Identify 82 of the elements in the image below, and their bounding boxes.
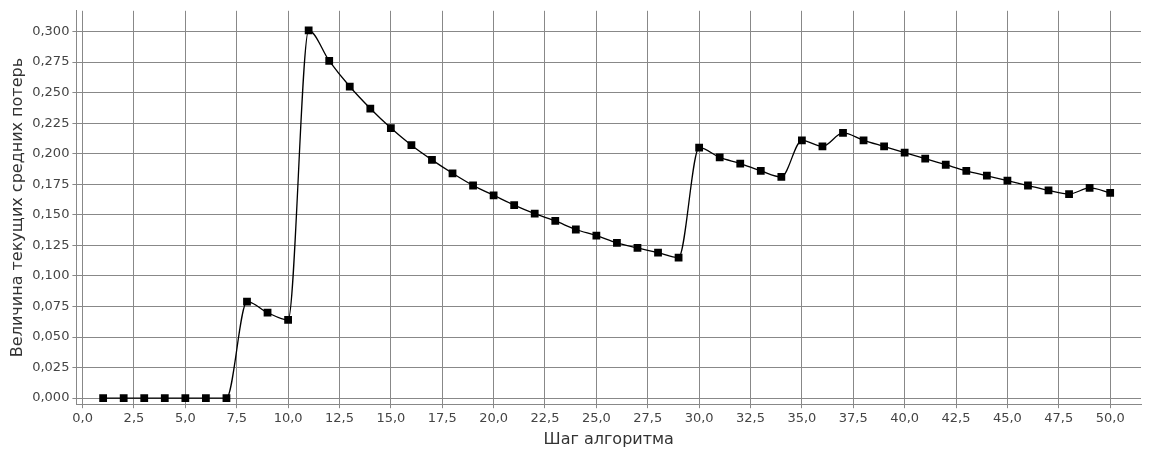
point xyxy=(756,166,765,175)
x-tick-label: 27,5 xyxy=(633,410,663,426)
point xyxy=(304,26,313,35)
x-tick-label: 2,5 xyxy=(123,410,145,426)
y-tick-label: 0,150 xyxy=(32,206,70,222)
point xyxy=(407,141,416,150)
point xyxy=(386,124,395,132)
point xyxy=(633,243,642,252)
point xyxy=(202,394,210,402)
point xyxy=(654,248,662,257)
x-tick-label: 25,0 xyxy=(581,410,611,426)
x-tick-label: 32,5 xyxy=(736,410,765,426)
point xyxy=(962,166,971,175)
x-tick-label: 15,0 xyxy=(376,410,406,426)
point xyxy=(1003,176,1012,185)
y-tick-label: 0,000 xyxy=(32,389,70,405)
x-tick-label: 40,0 xyxy=(890,410,920,426)
x-tick-label: 10,0 xyxy=(273,410,303,426)
point xyxy=(859,136,868,145)
x-tick-label: 22,5 xyxy=(530,410,560,426)
y-tick-label: 0,125 xyxy=(32,236,70,252)
point xyxy=(160,394,169,402)
point xyxy=(1085,184,1094,192)
x-tick-label: 50,0 xyxy=(1095,410,1125,426)
point xyxy=(613,239,621,247)
x-tick-label: 37,5 xyxy=(838,410,868,426)
x-tick-label: 17,5 xyxy=(427,410,457,426)
point xyxy=(140,394,149,402)
y-tick-label: 0,275 xyxy=(32,53,70,69)
point xyxy=(1106,188,1115,197)
y-tick-label: 0,225 xyxy=(32,114,70,130)
point xyxy=(1065,190,1073,198)
point xyxy=(448,169,457,178)
x-axis-title: Шаг алгоритма xyxy=(543,428,674,448)
point xyxy=(900,148,909,157)
x-tick-label: 45,0 xyxy=(992,410,1022,426)
x-tick-label: 20,0 xyxy=(479,410,509,426)
x-tick-label: 42,5 xyxy=(941,410,971,426)
point xyxy=(345,82,354,91)
y-tick-label: 0,075 xyxy=(32,297,70,313)
y-tick-label: 0,100 xyxy=(32,267,70,283)
x-tick-label: 7,5 xyxy=(226,410,248,426)
point xyxy=(715,153,724,162)
point xyxy=(1024,181,1032,190)
x-tick-label: 12,5 xyxy=(325,410,354,426)
y-tick-label: 0,175 xyxy=(32,175,70,191)
point xyxy=(982,171,991,180)
x-tick-label: 47,5 xyxy=(1044,410,1074,426)
point xyxy=(510,201,519,209)
y-tick-label: 0,025 xyxy=(32,358,70,374)
y-axis-title: Величина текущих средних потерь xyxy=(6,57,26,358)
point xyxy=(325,57,334,65)
point xyxy=(921,154,930,163)
point xyxy=(119,394,128,402)
point xyxy=(798,136,806,145)
point xyxy=(571,225,580,234)
point xyxy=(99,394,108,402)
point xyxy=(222,394,231,402)
point xyxy=(530,209,539,218)
x-tick-label: 5,0 xyxy=(175,410,196,426)
x-tick-label: 30,0 xyxy=(684,410,714,426)
y-tick-label: 0,200 xyxy=(32,145,70,161)
point xyxy=(489,191,498,200)
y-tick-label: 0,300 xyxy=(32,22,70,38)
point xyxy=(181,394,190,402)
point xyxy=(880,142,888,151)
point xyxy=(736,159,745,168)
point xyxy=(551,217,560,225)
point xyxy=(284,316,292,324)
point xyxy=(777,173,786,181)
y-tick-label: 0,050 xyxy=(32,328,70,344)
x-tick-label: 0,0 xyxy=(72,410,93,426)
point xyxy=(839,129,847,137)
point xyxy=(469,181,477,190)
point xyxy=(243,297,251,306)
point xyxy=(366,104,375,113)
x-tick-label: 35,0 xyxy=(787,410,817,426)
point xyxy=(428,155,436,164)
point xyxy=(592,231,601,240)
point xyxy=(695,143,704,152)
point xyxy=(941,160,950,169)
y-tick-label: 0,250 xyxy=(32,84,70,100)
